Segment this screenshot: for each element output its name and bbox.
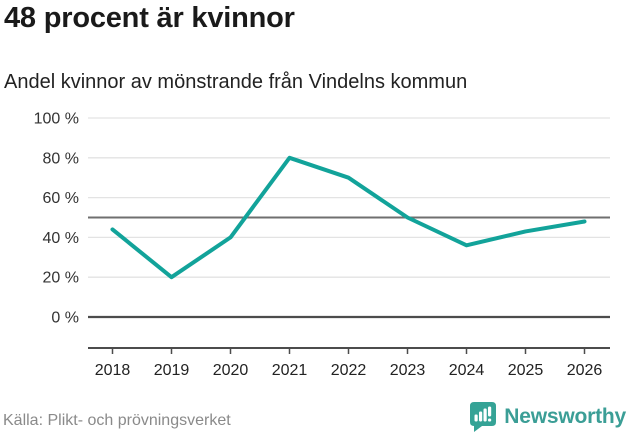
newsworthy-wordmark: Newsworthy — [504, 404, 626, 428]
y-axis-label: 100 % — [34, 111, 79, 128]
x-axis-label: 2021 — [272, 362, 308, 379]
x-axis-label: 2024 — [449, 362, 485, 379]
x-axis-label: 2025 — [508, 362, 544, 379]
page-title: 48 procent är kvinnor — [4, 2, 295, 34]
x-axis-label: 2018 — [95, 362, 131, 379]
y-axis-label: 80 % — [43, 150, 79, 167]
y-axis-label: 40 % — [43, 230, 79, 247]
chart-subtitle: Andel kvinnor av mönstrande från Vindeln… — [4, 71, 468, 93]
y-axis-label: 0 % — [51, 310, 79, 327]
x-axis-label: 2026 — [567, 362, 603, 379]
x-axis-label: 2023 — [390, 362, 426, 379]
y-axis-label: 60 % — [43, 190, 79, 207]
x-axis-label: 2020 — [213, 362, 249, 379]
x-axis-label: 2022 — [331, 362, 367, 379]
newsworthy-logo: Newsworthy — [469, 401, 626, 432]
newsworthy-logo-icon — [470, 402, 497, 432]
data-line — [110, 155, 587, 280]
source-note: Källa: Plikt- och prövningsverket — [3, 412, 231, 429]
x-axis-label: 2019 — [154, 362, 190, 379]
y-axis-label: 20 % — [43, 270, 79, 287]
